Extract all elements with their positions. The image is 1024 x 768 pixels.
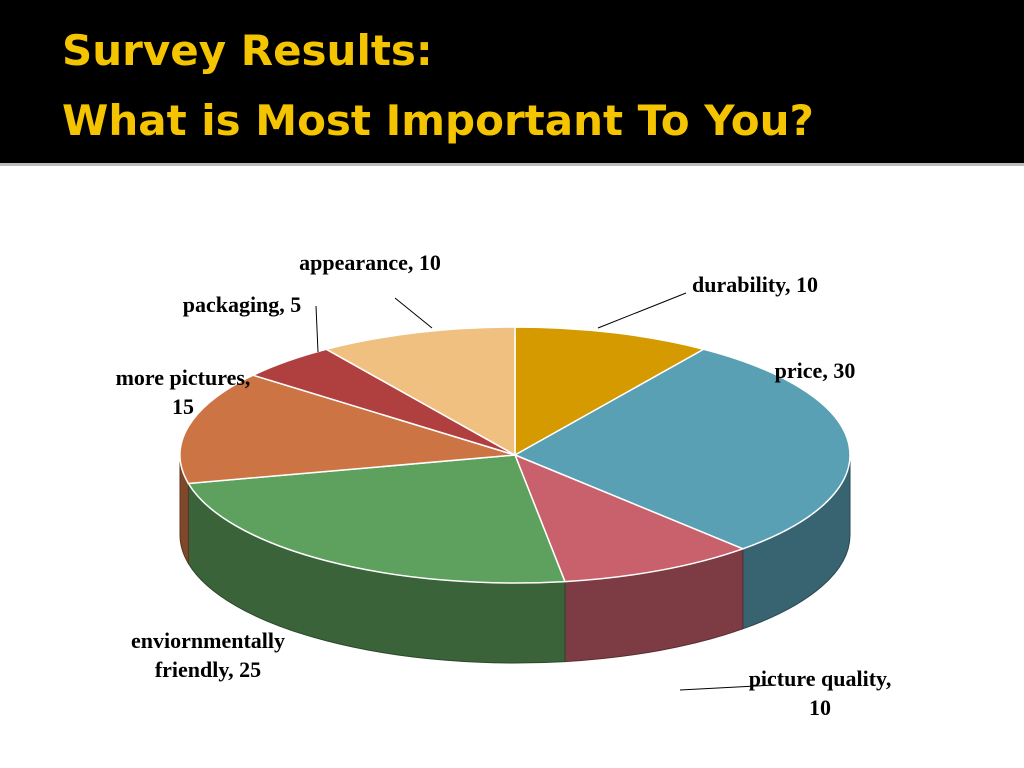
label-part: 10 <box>809 695 831 720</box>
leader-line <box>315 305 319 353</box>
data-label: enviornmentally friendly, 25 <box>128 626 288 684</box>
slice <box>513 348 851 550</box>
slice <box>324 326 516 457</box>
label-part: 15 <box>172 394 194 419</box>
divider <box>0 163 1024 166</box>
data-label: price, 30 <box>735 356 895 385</box>
label-part: 25 <box>239 657 262 682</box>
label-part: packaging <box>182 292 280 317</box>
label-part: 10 <box>418 250 441 275</box>
leader-line <box>394 297 433 329</box>
data-label: packaging, 5 <box>162 290 322 319</box>
data-label: more pictures, 15 <box>103 363 263 421</box>
data-label: durability, 10 <box>675 270 835 299</box>
label-part: , <box>822 358 834 383</box>
slice <box>187 454 567 584</box>
subtitle: What is Most Important To You? <box>62 96 814 145</box>
label-part: appearance <box>299 250 408 275</box>
leader-line <box>679 684 776 691</box>
leader-line <box>597 292 687 329</box>
slice <box>513 453 745 583</box>
label-part: , <box>244 365 251 390</box>
title: Survey Results: <box>62 26 433 75</box>
label-part: more pictures <box>115 365 245 390</box>
label-part: , <box>784 272 796 297</box>
label-part: , <box>885 666 892 691</box>
label-part: 30 <box>833 358 856 383</box>
header: Survey Results: What is Most Important T… <box>0 0 1024 162</box>
label-part: , <box>407 250 419 275</box>
label-part: 5 <box>290 292 302 317</box>
label-part: durability <box>692 272 785 297</box>
data-label: picture quality, 10 <box>740 664 900 722</box>
label-part: , <box>228 657 240 682</box>
label-part: 10 <box>795 272 818 297</box>
slice <box>514 326 706 457</box>
label-part: price <box>774 358 823 383</box>
label-part: picture quality <box>748 666 886 691</box>
label-part: enviornmentally friendly <box>131 628 285 682</box>
label-part: , <box>279 292 291 317</box>
slice <box>179 374 516 485</box>
data-label: appearance, 10 <box>290 248 450 277</box>
